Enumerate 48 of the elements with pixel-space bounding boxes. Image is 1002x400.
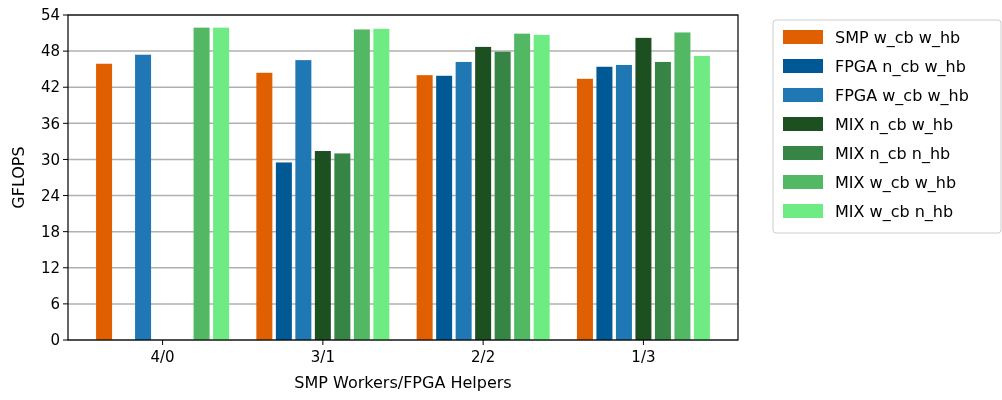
legend-label: FPGA n_cb w_hb (835, 56, 966, 77)
y-tick-label: 24 (40, 186, 60, 205)
bar (314, 151, 331, 340)
y-tick-label: 42 (40, 78, 60, 97)
bar (576, 78, 593, 340)
bar (654, 61, 671, 340)
bar (373, 28, 390, 340)
bar (256, 72, 273, 340)
legend-label: MIX w_cb n_hb (835, 201, 954, 222)
x-axis-title: SMP Workers/FPGA Helpers (294, 373, 512, 392)
bar (533, 34, 550, 340)
bar (135, 54, 152, 340)
legend-label: FPGA w_cb w_hb (835, 85, 969, 106)
legend-label: SMP w_cb w_hb (835, 27, 961, 48)
y-tick-label: 36 (40, 114, 60, 133)
y-tick-label: 0 (50, 331, 60, 350)
bar (455, 61, 472, 340)
bar (674, 32, 691, 340)
bar (96, 63, 113, 340)
y-tick-label: 12 (40, 259, 60, 278)
y-tick-label: 18 (40, 222, 60, 241)
bar (193, 27, 210, 340)
bar (295, 60, 312, 340)
bar (213, 27, 230, 340)
y-tick-label: 54 (40, 6, 60, 25)
bar (494, 51, 511, 340)
bar (436, 75, 453, 340)
bar (416, 75, 433, 340)
y-tick-label: 6 (50, 295, 60, 314)
y-axis-title: GFLOPS (9, 146, 28, 209)
bar (615, 64, 632, 340)
bar (334, 153, 351, 340)
bar (275, 162, 292, 340)
bar (635, 37, 652, 340)
bar (514, 33, 531, 340)
bar (353, 29, 370, 340)
y-tick-label: 48 (40, 42, 60, 61)
bar (596, 66, 613, 340)
legend-label: MIX w_cb w_hb (835, 172, 957, 193)
x-tick-label: 3/1 (310, 348, 335, 366)
legend-label: MIX n_cb n_hb (835, 143, 951, 164)
x-tick-label: 4/0 (150, 348, 175, 366)
y-tick-label: 30 (40, 150, 60, 169)
x-tick-label: 2/2 (471, 348, 496, 366)
bar (475, 46, 492, 340)
bar (693, 55, 710, 340)
x-tick-label: 1/3 (631, 348, 656, 366)
legend-label: MIX n_cb w_hb (835, 114, 954, 135)
